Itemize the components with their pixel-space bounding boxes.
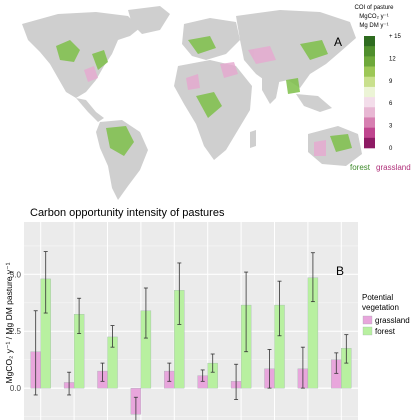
legend-forest-label: forest (350, 163, 371, 172)
map-forest-coi-patches (56, 36, 352, 156)
legend-label-forest: forest (375, 327, 396, 336)
y-tick-label: 2.5 (10, 327, 22, 336)
legend-swatch-grassland (362, 315, 373, 325)
chart-title: Carbon opportunity intensity of pastures (30, 207, 225, 219)
map-grassland-coi-patches (84, 46, 326, 156)
legend-grassland-label: grassland (376, 163, 411, 172)
colorbar-tick-label: 0 (389, 146, 393, 152)
colorbar-tick-label: + 15 (389, 34, 402, 40)
colorbar-segment (364, 86, 375, 98)
legend-title-line-2: vegetation (362, 303, 399, 312)
legend-title: COI of pasture (354, 5, 394, 11)
colorbar-tick-label: 6 (389, 101, 393, 107)
colorbar-tick-label: 12 (389, 56, 396, 62)
legend-units-line-1: MgCO₂ y⁻¹ (359, 14, 389, 20)
legend-swatch-forest (362, 326, 373, 336)
panel-a-world-map: A (22, 6, 362, 200)
coi-colorbar (364, 36, 375, 149)
colorbar-segment (364, 117, 375, 128)
legend-title-line-1: Potential (362, 293, 393, 302)
colorbar-segment (364, 36, 375, 47)
colorbar-tick-label: 9 (389, 79, 393, 85)
panel-b-bar-chart: Carbon opportunity intensity of pastures… (4, 207, 410, 420)
panel-a-label: A (334, 35, 342, 49)
panel-a-legend: COI of pasture MgCO₂ y⁻¹ Mg DM y⁻¹ + 15 1… (350, 5, 411, 172)
y-tick-label: 0.0 (10, 384, 22, 393)
y-tick-label: 5.0 (10, 270, 22, 279)
panel-b-label: B (336, 264, 344, 278)
colorbar-segment (364, 56, 375, 67)
colorbar-tick-label: 3 (389, 124, 393, 130)
map-landmasses (22, 6, 362, 200)
colorbar-segment (364, 97, 375, 108)
error-bars (33, 251, 349, 420)
colorbar-segment (364, 137, 375, 149)
legend-entries: grassland forest (362, 315, 410, 336)
coi-colorbar-ticks: + 15 12 9 6 3 0 (389, 34, 402, 152)
colorbar-segment (364, 76, 375, 88)
colorbar-segment (364, 107, 375, 118)
colorbar-segment (364, 127, 375, 139)
colorbar-segment (364, 66, 375, 78)
chart-legend: Potential vegetation grassland forest (362, 293, 410, 336)
y-tick-labels: 0.0 2.5 5.0 (10, 270, 22, 393)
y-axis-label: MgCO₂ y⁻¹ / Mg DM pasture y⁻¹ (4, 262, 14, 383)
legend-units-line-2: Mg DM y⁻¹ (359, 23, 388, 29)
colorbar-segment (364, 46, 375, 57)
legend-label-grassland: grassland (375, 316, 410, 325)
